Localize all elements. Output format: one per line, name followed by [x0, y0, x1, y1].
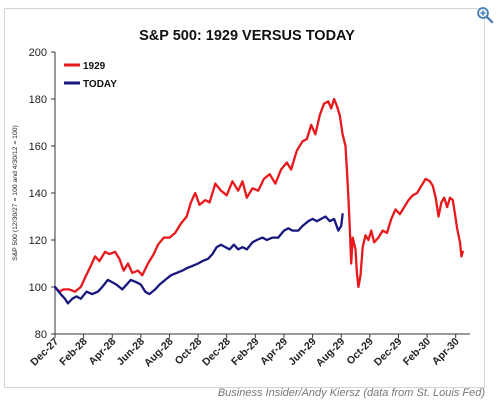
x-tick-label: Feb-30	[401, 336, 434, 369]
y-tick-label: 180	[29, 94, 47, 106]
source-caption: Business Insider/Andy Kiersz (data from …	[217, 387, 485, 399]
series-line-today	[53, 213, 344, 305]
chart-title: S&P 500: 1929 VERSUS TODAY	[139, 28, 355, 44]
x-tick-label: Apr-28	[86, 336, 118, 368]
series-line-1929	[53, 97, 464, 293]
axes	[54, 52, 470, 335]
x-tick-label: Oct-28	[173, 336, 205, 368]
y-tick-label: 200	[29, 47, 47, 59]
x-tick-label: Aug-29	[314, 336, 348, 370]
x-axis: Dec-27Feb-28Apr-28Jun-28Aug-28Oct-28Dec-…	[28, 334, 462, 369]
x-tick-label: Apr-29	[258, 336, 290, 368]
y-tick-label: 80	[35, 329, 47, 341]
x-tick-label: Jun-28	[115, 336, 148, 369]
legend-label: TODAY	[83, 79, 117, 90]
x-tick-label: Dec-29	[372, 336, 405, 369]
x-tick-label: Aug-28	[142, 336, 176, 370]
chart-panel	[4, 8, 485, 388]
x-tick-label: Oct-29	[344, 336, 376, 368]
y-axis-label: S&P 500 (12/30/27 = 100 and 4/30/12 = 10…	[12, 125, 19, 261]
magnifier-plus-icon[interactable]	[476, 6, 494, 24]
x-tick-label: Jun-29	[286, 336, 319, 369]
x-tick-label: Feb-28	[57, 336, 90, 369]
y-axis: 80 100 120 140 160 180 200	[29, 47, 55, 341]
y-tick-label: 140	[29, 188, 47, 200]
y-tick-label: 160	[29, 141, 47, 153]
y-tick-label: 120	[29, 235, 47, 247]
x-tick-label: Feb-29	[229, 336, 262, 369]
legend-label: 1929	[83, 61, 106, 72]
y-tick-label: 100	[29, 282, 47, 294]
x-tick-label: Apr-30	[430, 336, 462, 368]
series-layer	[53, 97, 464, 305]
x-tick-label: Dec-28	[200, 336, 233, 369]
legend: 1929 TODAY	[64, 61, 117, 90]
